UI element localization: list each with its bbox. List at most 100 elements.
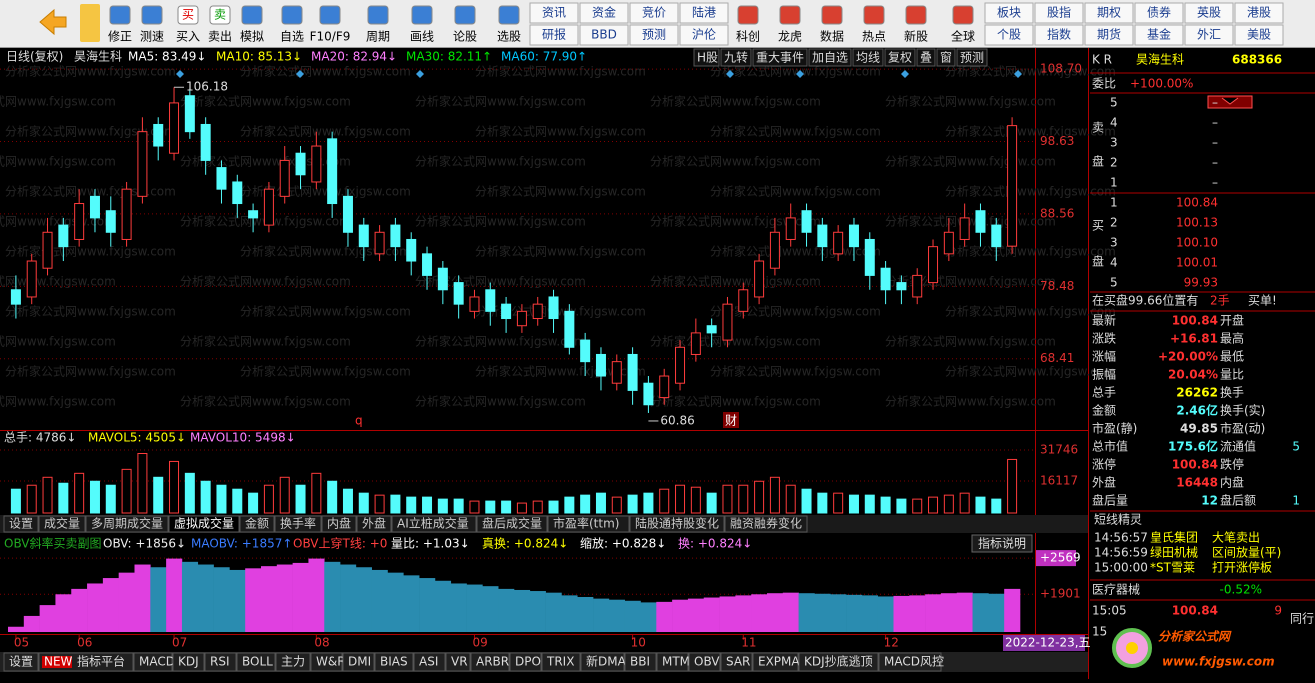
tool-icon[interactable] — [367, 5, 389, 25]
tab[interactable] — [168, 515, 240, 533]
tab-label[interactable]: 陆股通持股变化 — [635, 516, 719, 531]
bottom-tab[interactable] — [798, 652, 879, 672]
tool-grid-label[interactable]: 期货 — [1097, 27, 1121, 42]
tab-label[interactable]: 虚拟成交量 — [174, 516, 234, 531]
bottom-tab[interactable] — [720, 652, 753, 672]
sprite-stock[interactable]: 绿田机械 — [1150, 545, 1198, 560]
tool-icon[interactable] — [821, 5, 843, 25]
tab[interactable] — [547, 515, 630, 533]
tool-grid-button[interactable] — [1084, 24, 1134, 46]
info-diamond[interactable] — [296, 70, 304, 78]
tool-grid-label[interactable]: 个股 — [997, 28, 1021, 42]
tool-grid-label[interactable]: 陆港 — [692, 5, 716, 20]
tool-grid-label[interactable]: 股指 — [1047, 5, 1071, 20]
bottom-tab[interactable] — [580, 652, 625, 672]
tool-icon[interactable] — [454, 5, 476, 25]
bottom-tab[interactable] — [656, 652, 689, 672]
tool-grid-label[interactable]: 英股 — [1197, 6, 1221, 20]
tool-grid-label[interactable]: 基金 — [1147, 27, 1171, 42]
tab[interactable] — [274, 515, 322, 533]
tool-grid-label[interactable]: 预测 — [642, 28, 666, 42]
tool-icon[interactable] — [498, 5, 520, 25]
bottom-tab-label[interactable]: 主力 — [281, 655, 305, 669]
tab-label[interactable]: AI立桩成交量 — [397, 516, 469, 531]
bottom-tab[interactable] — [624, 652, 657, 672]
tab-label[interactable]: 盘后成交量 — [482, 516, 542, 531]
tool-label[interactable]: 热点 — [862, 30, 886, 44]
tool-grid-label[interactable]: 板块 — [997, 6, 1021, 20]
bottom-tab-label[interactable]: MACD风控 — [884, 655, 944, 669]
sprite-stock[interactable]: 皇氏集团 — [1150, 530, 1198, 545]
tool-grid-button[interactable] — [984, 24, 1034, 46]
tool-grid-button[interactable] — [529, 24, 579, 46]
tool-grid-button[interactable] — [679, 24, 729, 46]
bottom-tab[interactable] — [688, 652, 721, 672]
tool-grid-button[interactable] — [984, 2, 1034, 24]
tool-icon[interactable] — [737, 5, 759, 25]
tool-icon[interactable] — [952, 5, 974, 25]
tool-grid-label[interactable]: 资讯 — [542, 6, 566, 20]
info-diamond[interactable] — [176, 70, 184, 78]
tool-grid-button[interactable] — [629, 24, 679, 46]
bottom-tab-label[interactable]: ASI — [419, 655, 438, 669]
bottom-tab[interactable] — [3, 652, 39, 672]
bottom-tab-label[interactable]: EXPMA — [758, 655, 800, 669]
tool-grid-button[interactable] — [1234, 24, 1284, 46]
tool-grid-label[interactable]: 外汇 — [1197, 28, 1221, 42]
chart-button-label[interactable]: 重大事件 — [756, 51, 804, 65]
bottom-tab-label[interactable]: BOLL — [242, 655, 273, 669]
tool-grid-button[interactable] — [1234, 2, 1284, 24]
chart-button[interactable] — [720, 48, 752, 67]
chart-button-label[interactable]: 叠 — [920, 51, 932, 65]
tool-grid-button[interactable] — [529, 2, 579, 24]
tool-grid-label[interactable]: 资金 — [592, 5, 616, 20]
bottom-tab-label[interactable]: 指标平台 — [77, 654, 125, 669]
info-diamond[interactable] — [726, 70, 734, 78]
tab-label[interactable]: 设置 — [9, 517, 33, 531]
tool-label[interactable]: 自选 — [280, 30, 304, 44]
bottom-tab-label[interactable]: RSI — [210, 655, 230, 669]
chart-button[interactable] — [916, 48, 936, 67]
bottom-tab[interactable] — [133, 652, 173, 672]
tool-grid-label[interactable]: 竞价 — [642, 6, 666, 20]
tool-label[interactable]: 买入 — [176, 30, 200, 44]
tool-grid-button[interactable] — [1134, 24, 1184, 46]
bottom-tab-label[interactable]: KDJ — [178, 655, 199, 669]
tool-grid-label[interactable]: 债券 — [1147, 5, 1171, 20]
tool-icon[interactable] — [281, 5, 303, 25]
bottom-tab[interactable] — [275, 652, 311, 672]
tab[interactable] — [476, 515, 548, 533]
tab-label[interactable]: 金额 — [245, 516, 269, 531]
tab-label[interactable]: 成交量 — [44, 516, 80, 531]
bottom-tab[interactable] — [445, 652, 471, 672]
tool-icon[interactable] — [779, 5, 801, 25]
bottom-tab-label[interactable]: 设置 — [9, 655, 33, 669]
tool-grid-label[interactable]: BBD — [591, 28, 617, 42]
tab[interactable] — [239, 515, 275, 533]
bottom-tab[interactable] — [509, 652, 542, 672]
tool-icon[interactable] — [411, 5, 433, 25]
bottom-tab-label[interactable]: 新DMA — [586, 654, 627, 669]
indicator-help-button[interactable] — [971, 534, 1033, 553]
tool-grid-label[interactable]: 期权 — [1097, 6, 1121, 20]
tool-icon[interactable] — [319, 5, 341, 25]
chart-button-label[interactable]: 预测 — [960, 51, 984, 65]
tool-icon[interactable] — [141, 5, 163, 25]
tool-grid-label[interactable]: 指数 — [1047, 27, 1071, 42]
tool-grid-button[interactable] — [579, 2, 629, 24]
tool-label[interactable]: 数据 — [820, 29, 844, 44]
tab-label[interactable]: 内盘 — [327, 516, 351, 531]
tool-label[interactable]: 模拟 — [240, 30, 264, 44]
tab-label[interactable]: 融资融券变化 — [730, 516, 802, 531]
tool-label[interactable]: 新股 — [904, 29, 928, 44]
chart-button-label[interactable]: 均线 — [856, 51, 880, 65]
tool-grid-button[interactable] — [1034, 2, 1084, 24]
tool-label[interactable]: 选股 — [497, 30, 521, 44]
bottom-tab-label[interactable]: OBV — [694, 655, 720, 669]
tool-grid-label[interactable]: 沪伦 — [692, 27, 716, 42]
collapse-arrow[interactable] — [1207, 95, 1253, 109]
tool-grid-button[interactable] — [679, 2, 729, 24]
bottom-tab-label[interactable]: VR — [451, 655, 468, 669]
tool-grid-label[interactable]: 港股 — [1247, 6, 1271, 20]
bottom-tab-label[interactable]: W&R — [316, 655, 346, 669]
